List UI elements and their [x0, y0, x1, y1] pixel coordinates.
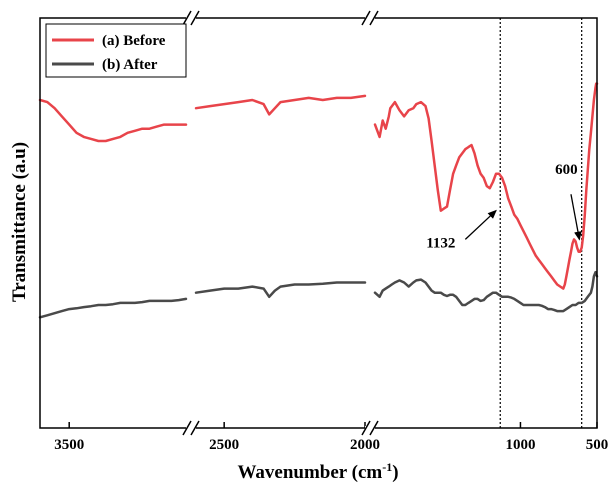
break-slash-2-top-1 — [361, 10, 371, 26]
plot-content — [38, 18, 599, 428]
x-tick-label-500: 500 — [586, 437, 609, 453]
annotation-arrow-1132 — [464, 209, 497, 240]
legend: (a) Before (b) After — [45, 23, 187, 78]
break-slash-1-top-2 — [190, 10, 200, 26]
x-tick-label-3500: 3500 — [54, 437, 84, 453]
x-axis-title-end: ) — [392, 462, 398, 483]
break-gap-2-top — [365, 16, 375, 20]
x-tick-label-2000: 2000 — [350, 437, 380, 453]
annotation-label-1132: 1132 — [426, 236, 455, 252]
break-slash-2-bottom-2 — [369, 420, 379, 436]
y-axis-title: Transmittance (a.u) — [9, 142, 30, 302]
break-gap-2-bottom — [365, 426, 375, 430]
axis-break-marks — [182, 10, 379, 436]
x-axis-title-main: Wavenumber (cm — [237, 462, 382, 483]
x-axis-title: Wavenumber (cm-1) — [237, 460, 398, 483]
break-slash-1-bottom-1 — [182, 420, 192, 436]
break-gap-1-bottom — [186, 426, 196, 430]
legend-label-after: (b) After — [102, 57, 158, 73]
series-after-segment-1 — [38, 297, 188, 319]
series-after-segment-3 — [373, 270, 599, 313]
series-before-segment-1 — [38, 98, 188, 143]
x-tick-label-1000: 1000 — [505, 437, 535, 453]
series-before-segment-2 — [194, 94, 367, 116]
annotation-arrow-600 — [570, 194, 582, 241]
legend-label-before: (a) Before — [102, 33, 166, 49]
annotation-label-600: 600 — [555, 162, 578, 178]
annotations: 1132 600 — [426, 162, 582, 252]
plot-frame — [39, 17, 598, 429]
break-slash-2-bottom-1 — [361, 420, 371, 436]
x-axis-title-sup: -1 — [382, 460, 392, 474]
break-slash-1-bottom-2 — [190, 420, 200, 436]
x-tick-label-2500: 2500 — [209, 437, 239, 453]
break-slash-2-top-2 — [369, 10, 379, 26]
series-before-segment-3 — [373, 82, 599, 290]
legend-box — [45, 23, 187, 78]
x-axis-ticks: 3500 2500 2000 1000 500 — [54, 422, 608, 453]
break-slash-1-top-1 — [182, 10, 192, 26]
series-after-segment-2 — [194, 281, 367, 299]
break-gap-1-top — [186, 16, 196, 20]
